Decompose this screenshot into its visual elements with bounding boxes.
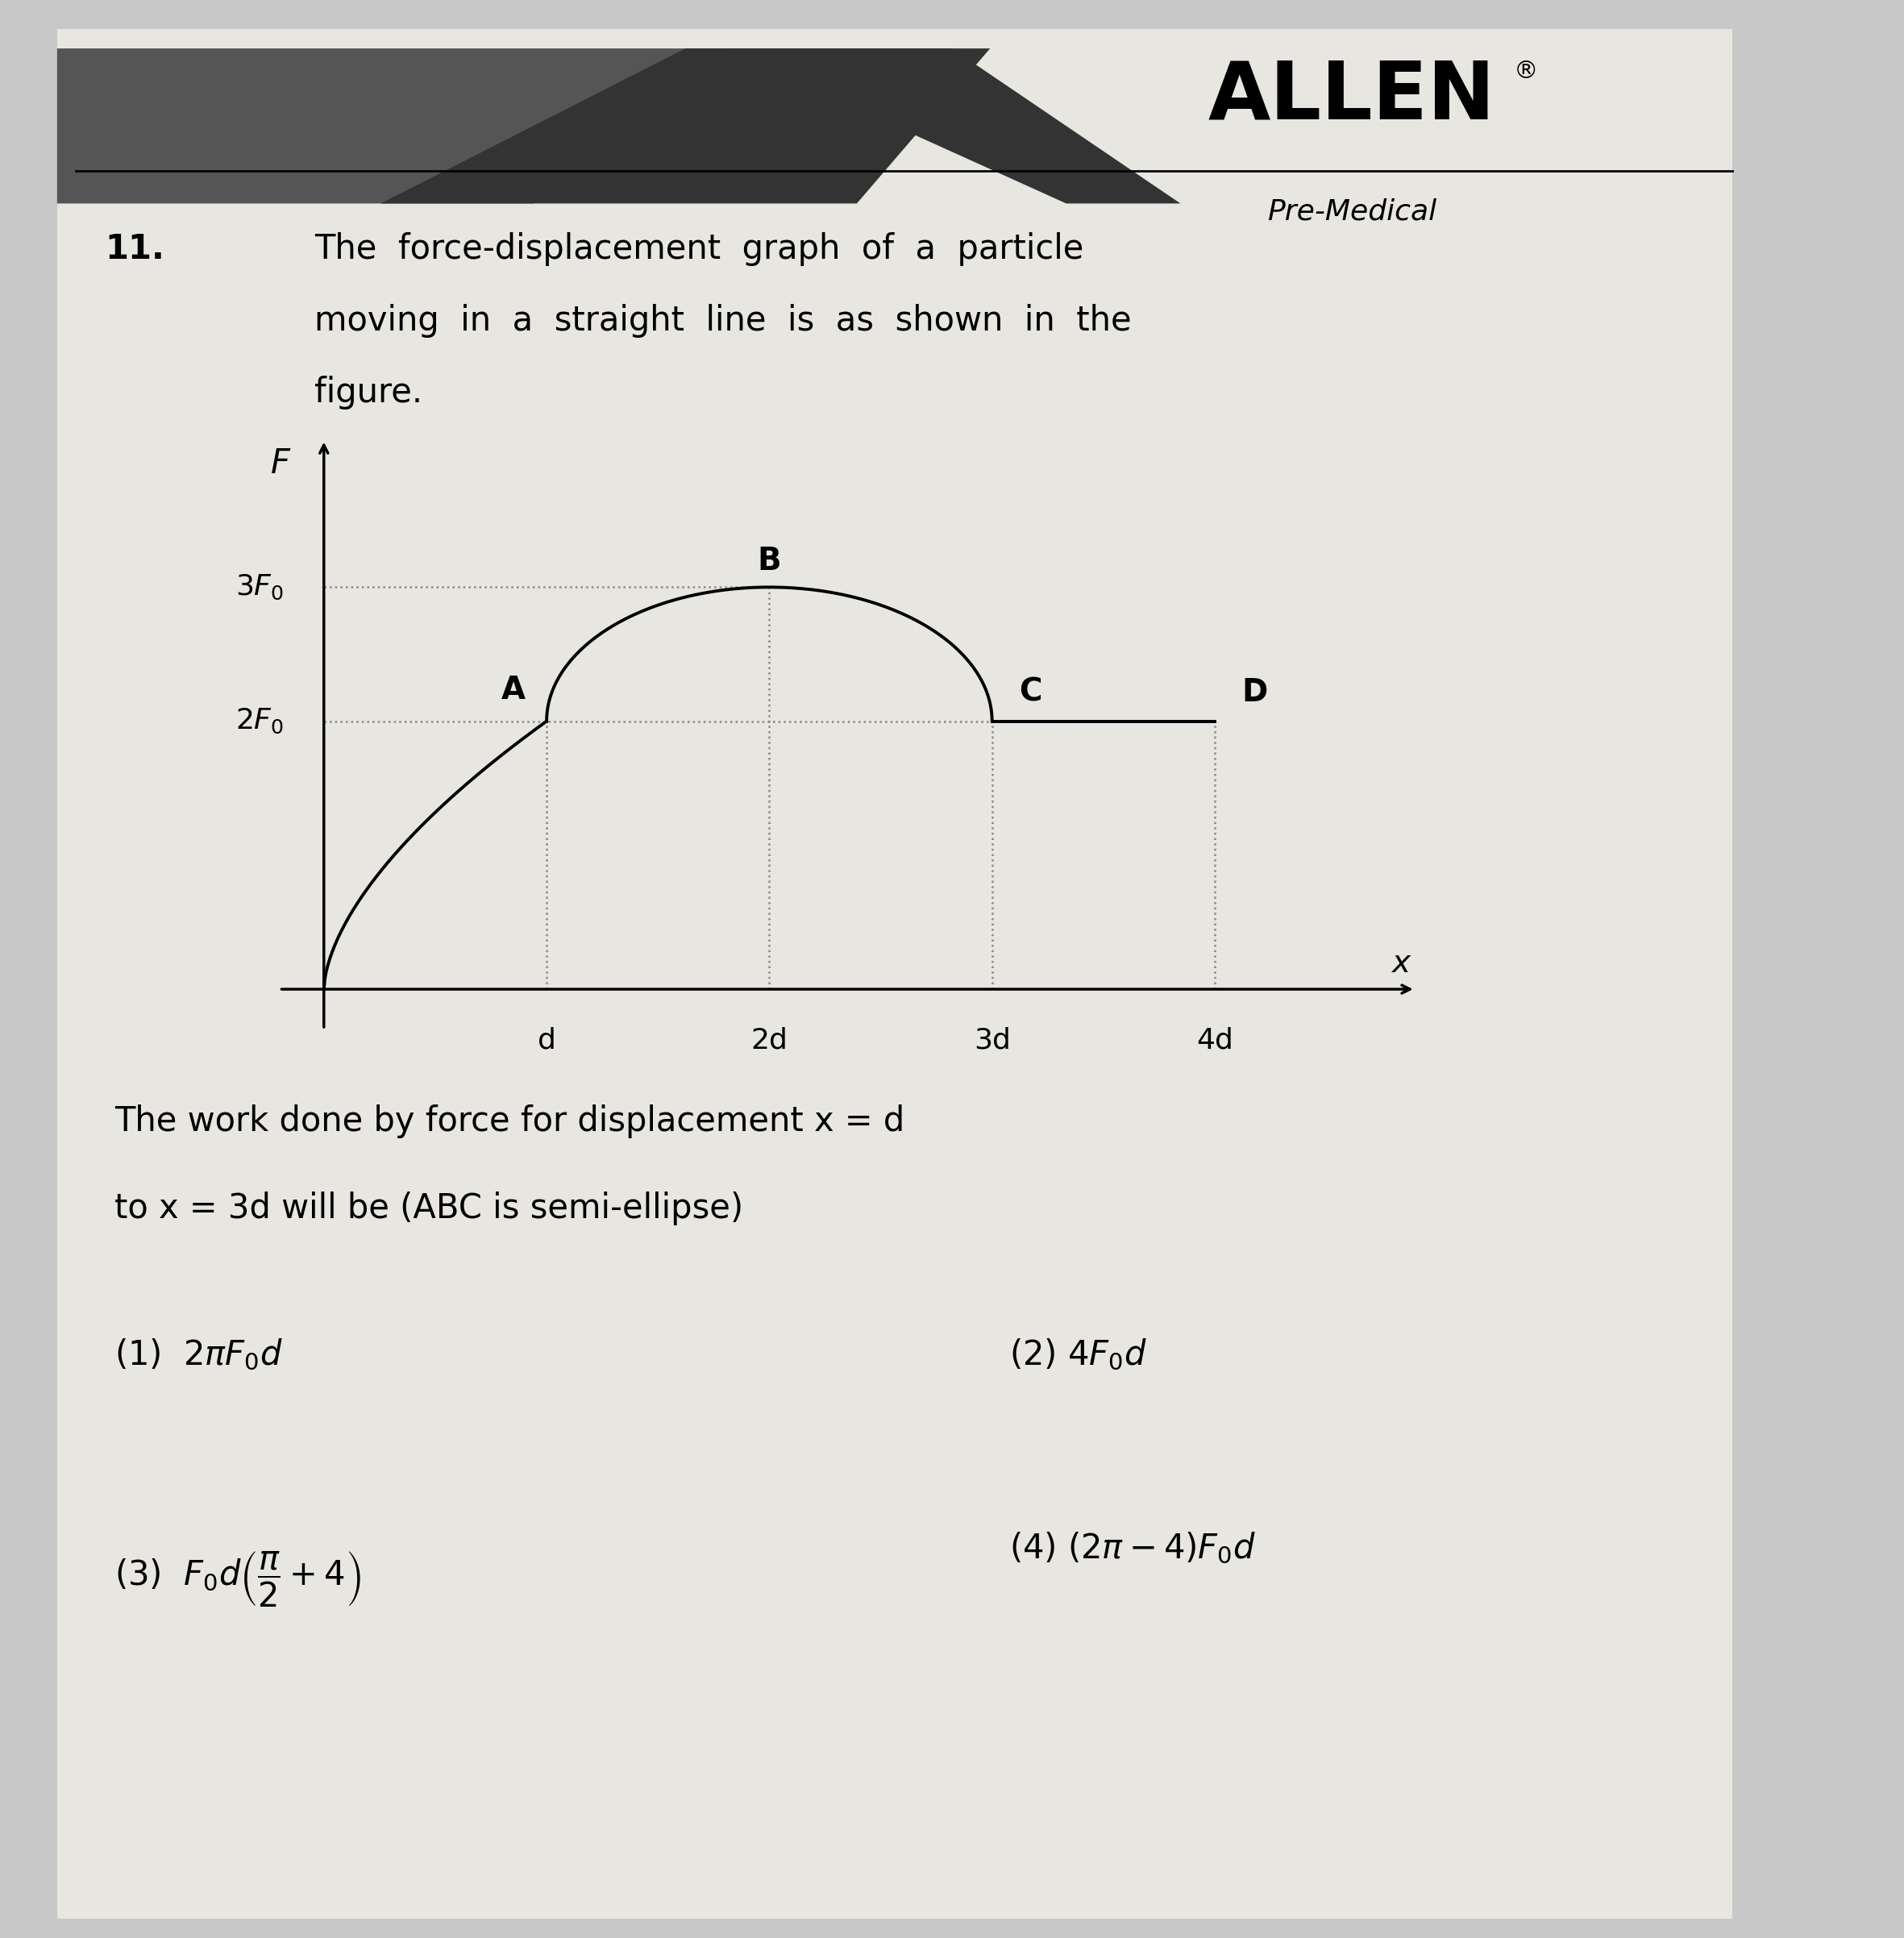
Text: to x = 3d will be (ABC is semi-ellipse): to x = 3d will be (ABC is semi-ellipse) [114, 1192, 743, 1225]
Text: $2F_0$: $2F_0$ [236, 707, 284, 735]
Text: ®: ® [1514, 60, 1538, 83]
Text: (4) $(2\pi - 4)F_0d$: (4) $(2\pi - 4)F_0d$ [1009, 1531, 1257, 1566]
Text: x: x [1392, 948, 1411, 979]
Text: The work done by force for displacement x = d: The work done by force for displacement … [114, 1105, 904, 1138]
Text: 4d: 4d [1196, 1027, 1234, 1054]
Text: C: C [1019, 676, 1041, 707]
Text: 3d: 3d [973, 1027, 1011, 1054]
Text: figure.: figure. [314, 376, 423, 409]
Text: moving  in  a  straight  line  is  as  shown  in  the: moving in a straight line is as shown in… [314, 304, 1131, 337]
Text: B: B [758, 547, 781, 576]
Text: The  force-displacement  graph  of  a  particle: The force-displacement graph of a partic… [314, 233, 1083, 266]
Text: D: D [1241, 676, 1268, 707]
Text: 11.: 11. [105, 233, 164, 266]
Text: (2) $4F_0d$: (2) $4F_0d$ [1009, 1337, 1146, 1372]
Polygon shape [724, 48, 1180, 203]
Polygon shape [57, 48, 724, 203]
Text: $3F_0$: $3F_0$ [236, 574, 284, 601]
Text: Pre-Medical: Pre-Medical [1268, 198, 1436, 225]
Text: (1)  $2\pi F_0d$: (1) $2\pi F_0d$ [114, 1337, 284, 1372]
Text: d: d [537, 1027, 556, 1054]
FancyBboxPatch shape [57, 29, 1733, 1919]
Text: ALLEN: ALLEN [1209, 58, 1495, 136]
Text: F: F [270, 446, 291, 481]
Text: 2d: 2d [750, 1027, 788, 1054]
Text: (3)  $F_0d\left(\dfrac{\pi}{2}+4\right)$: (3) $F_0d\left(\dfrac{\pi}{2}+4\right)$ [114, 1550, 362, 1609]
Polygon shape [381, 48, 990, 203]
Text: A: A [501, 674, 526, 705]
